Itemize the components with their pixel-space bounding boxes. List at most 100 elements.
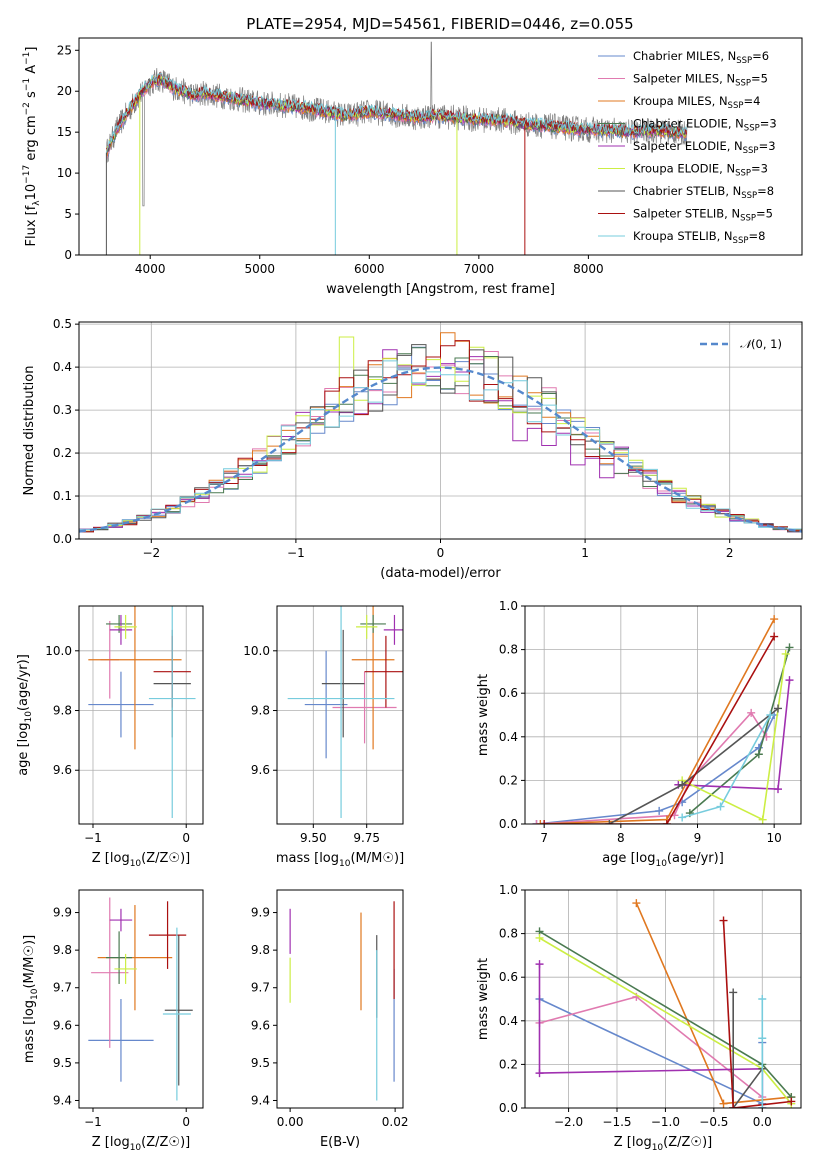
panel-mass-vs-ebv: 0.00 0.02 9.4 9.5 9.6 9.7 9.8 9.9 E(B-V) [251, 889, 408, 1150]
mass-weight-marker [758, 815, 767, 824]
legend-entry: Kroupa ELODIE, NSSP=3 [633, 162, 768, 179]
y-axis-label-part: 10 [24, 184, 39, 201]
y-axis-label: Normed distribution [22, 366, 37, 496]
mass-weight-marker [747, 708, 756, 717]
legend-part: =4 [743, 94, 760, 108]
x-axis-label-part: (age/yr) [667, 851, 719, 866]
plot-area-age-vs-mass [287, 606, 403, 819]
residual-histogram-step [79, 340, 802, 533]
y-axis-label: mass weight [476, 958, 491, 1040]
mass-weight-marker [781, 649, 790, 658]
x-axis-label: age [log10(age/yr)] [602, 851, 724, 869]
y-tick-label: 0.1 [53, 489, 72, 503]
y-axis-label-part: mass weight [476, 674, 491, 756]
x-axis-label-part: age [log [602, 851, 655, 866]
x-tick-label: −1 [287, 546, 305, 560]
legend-part: =8 [757, 184, 774, 198]
y-tick-label: 10.0 [45, 644, 72, 658]
mass-weight-marker [758, 995, 767, 1003]
y-tick-label: 9.9 [53, 906, 72, 920]
legend-part: =3 [760, 117, 777, 131]
y-tick-label: 0.6 [499, 970, 518, 984]
mass-weight-marker [758, 1034, 767, 1043]
mass-weight-marker [785, 676, 794, 685]
y-axis-label-part: ] [16, 654, 31, 659]
y-tick-label: 9.6 [251, 763, 270, 777]
mass-weight-marker [787, 1097, 796, 1106]
x-axis-label-part: ] [719, 851, 724, 866]
x-axis-label-part: 10 [339, 859, 351, 869]
y-tick-label: 9.7 [53, 981, 72, 995]
mass-weight-line [536, 711, 768, 824]
legend-entry: Kroupa STELIB, NSSP=8 [633, 229, 765, 246]
legend-part: =8 [748, 229, 765, 243]
y-tick-label: 0.2 [499, 773, 518, 787]
y-tick-label: 0.2 [53, 446, 72, 460]
mass-weight-marker [729, 1104, 738, 1108]
plot-area-mass-weight-vs-age [532, 615, 794, 824]
y-tick-label: 9.6 [251, 1018, 270, 1032]
y-axis-label-part: −2 [22, 102, 32, 115]
y-tick-label: 20 [57, 84, 72, 98]
legend-part: (0, 1) [751, 337, 782, 351]
legend-part: Kroupa STELIB, N [633, 229, 733, 243]
y-axis-label-part: −17 [22, 165, 32, 184]
x-axis-label-part: ] [707, 1135, 712, 1150]
y-tick-label: 0.0 [53, 532, 72, 546]
legend-part: Salpeter MILES, N [633, 72, 735, 86]
x-axis-label-part: E(B-V) [320, 1135, 360, 1150]
x-tick-label: 0 [182, 831, 190, 845]
legend-part: SSP [736, 56, 752, 66]
legend-entry: Salpeter MILES, NSSP=5 [633, 72, 768, 89]
legend-entry: 𝒩(0, 1) [740, 337, 782, 351]
y-tick-label: 0.3 [53, 403, 72, 417]
axes-frame [524, 605, 802, 825]
plot-area-mass-vs-z [88, 897, 193, 1101]
y-tick-label: 9.5 [53, 1056, 72, 1070]
x-axis-label: Z [log10(Z/Z☉)] [92, 851, 190, 869]
x-tick-label: 1 [581, 546, 589, 560]
y-axis-label-part: λ [32, 200, 42, 206]
x-axis-label-part: Z [log [92, 851, 130, 866]
mass-weight-marker [770, 615, 779, 624]
y-axis-label-part: Normed distribution [22, 366, 37, 496]
y-tick-label: 9.4 [53, 1093, 72, 1107]
legend-part: =3 [759, 139, 776, 153]
y-axis-label: Flux [fλ10−17 erg cm−2 s−1 A−1] [22, 47, 42, 247]
residual-histogram-step [79, 344, 802, 533]
figure-title: PLATE=2954, MJD=54561, FIBERID=0446, z=0… [246, 15, 633, 33]
plot-area-mass-weight-vs-z [535, 899, 796, 1108]
mass-weight-marker [719, 916, 728, 925]
legend-entry: Salpeter STELIB, NSSP=5 [633, 207, 773, 224]
x-axis-label-part: ] [399, 851, 404, 866]
y-axis-label-part: −1 [22, 52, 32, 65]
y-axis-label-part: 10 [30, 988, 40, 1000]
legend-part: =3 [751, 162, 768, 176]
legend-part: Chabrier ELODIE, N [633, 117, 744, 131]
y-axis-label-part: (age/yr) [16, 659, 31, 711]
x-axis-label-part: ] [185, 851, 190, 866]
x-axis-label-part: Z [log [92, 1135, 130, 1150]
x-tick-label: 5000 [244, 262, 275, 276]
mass-weight-marker [536, 820, 545, 824]
legend-part: SSP [741, 191, 757, 201]
legend-part: Chabrier STELIB, N [633, 184, 741, 198]
plot-area-spectrum [105, 41, 688, 255]
y-tick-label: 9.5 [251, 1056, 270, 1070]
x-axis-label-part: mass [log [276, 851, 339, 866]
y-tick-label: 9.4 [251, 1093, 270, 1107]
y-axis-label-part: s [24, 91, 39, 102]
legend-part: =5 [756, 207, 773, 221]
y-axis-label-part: mass weight [476, 958, 491, 1040]
plot-area-mass-vs-ebv [289, 901, 395, 1101]
y-axis-label-part: erg cm [24, 115, 39, 164]
y-tick-label: 9.8 [53, 704, 72, 718]
x-tick-label: 0.00 [277, 1115, 304, 1129]
panel-age-vs-z: −1 09.69.810.0Z [log10(Z/Z☉)]age [log10(a… [16, 605, 204, 869]
x-axis-label-part: Z [log [614, 1135, 652, 1150]
x-tick-label: −1.0 [651, 1115, 680, 1129]
y-tick-label: 10 [57, 166, 72, 180]
x-axis-label-part: (data-model)/error [380, 566, 501, 581]
